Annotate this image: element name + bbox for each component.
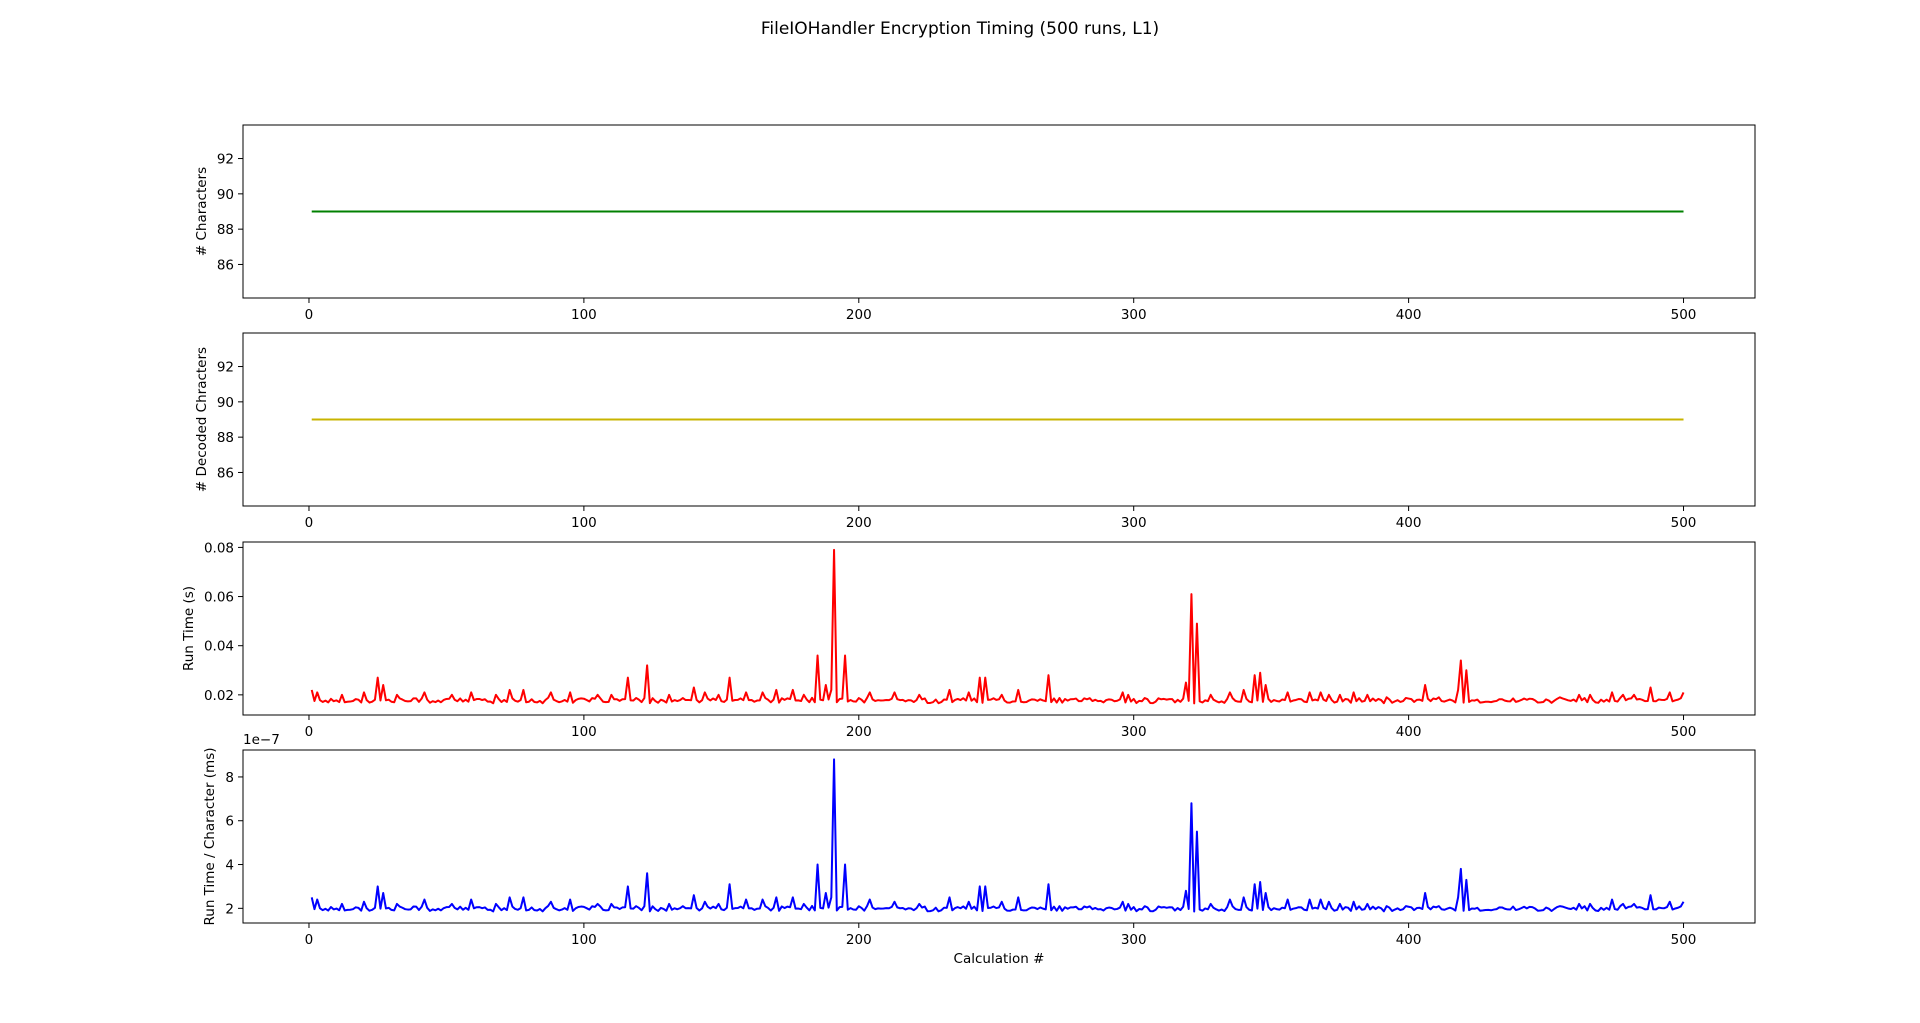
figure-title: FileIOHandler Encryption Timing (500 run… xyxy=(761,19,1159,39)
x-tick-label: 0 xyxy=(305,724,314,740)
y-tick-label: 0.06 xyxy=(204,590,234,606)
y-axis-label: Run Time / Character (ms) xyxy=(202,747,218,925)
plot-frame xyxy=(242,332,1756,507)
x-tick-label: 0 xyxy=(305,932,314,948)
x-tick-label: 200 xyxy=(846,724,872,740)
subplot-1: 0 100 200 300 400 500 86 88 90 92 # Characters xyxy=(194,124,1756,323)
x-tick-label: 100 xyxy=(571,515,597,531)
y-tick-label: 86 xyxy=(217,465,234,481)
x-axis-label: Calculation # xyxy=(954,951,1045,967)
y-axis-label: Run Time (s) xyxy=(181,586,197,671)
x-tick-label: 400 xyxy=(1396,307,1422,323)
y-axis-label: # Characters xyxy=(194,167,210,256)
y-tick-label: 92 xyxy=(217,360,234,376)
x-tick-label: 200 xyxy=(846,932,872,948)
plot-frame xyxy=(242,749,1756,924)
y-tick-label: 90 xyxy=(217,395,234,411)
subplot-4: 0 100 200 300 400 500 2 4 6 8 Run Time / Character… xyxy=(202,732,1756,967)
x-tick-label: 300 xyxy=(1121,515,1147,531)
y-tick-label: 0.08 xyxy=(204,540,234,556)
x-tick-label: 400 xyxy=(1396,515,1422,531)
y-tick-label: 6 xyxy=(225,814,234,830)
subplot-3: 0 100 200 300 400 500 0.02 0.04 0.06 0.08 Run Time… xyxy=(181,540,1756,740)
y-axis-label: # Decoded Chracters xyxy=(194,347,210,492)
subplot-2: 0 100 200 300 400 500 86 88 90 92 # Decoded Chract… xyxy=(194,332,1756,531)
x-tick-label: 500 xyxy=(1671,307,1697,323)
x-tick-label: 400 xyxy=(1396,724,1422,740)
y-tick-label: 0.04 xyxy=(204,639,234,655)
x-tick-label: 200 xyxy=(846,307,872,323)
x-tick-label: 500 xyxy=(1671,932,1697,948)
y-tick-label: 90 xyxy=(217,187,234,203)
x-tick-label: 0 xyxy=(305,515,314,531)
y-tick-label: 88 xyxy=(217,430,234,446)
y-tick-label: 4 xyxy=(225,858,234,874)
x-tick-label: 300 xyxy=(1121,307,1147,323)
series-line-4-1 xyxy=(310,758,1685,913)
x-tick-label: 500 xyxy=(1671,724,1697,740)
y-offset-label: 1e−7 xyxy=(243,732,280,748)
x-tick-label: 400 xyxy=(1396,932,1422,948)
plot-frame xyxy=(242,124,1756,299)
x-tick-label: 0 xyxy=(305,307,314,323)
x-tick-label: 100 xyxy=(571,307,597,323)
y-tick-label: 0.02 xyxy=(204,688,234,704)
y-tick-label: 2 xyxy=(225,901,234,917)
x-tick-label: 500 xyxy=(1671,515,1697,531)
y-tick-label: 88 xyxy=(217,222,234,238)
x-tick-label: 200 xyxy=(846,515,872,531)
y-tick-label: 92 xyxy=(217,152,234,168)
series-line-3-1 xyxy=(310,548,1685,705)
x-tick-label: 300 xyxy=(1121,724,1147,740)
x-tick-label: 100 xyxy=(571,724,597,740)
y-tick-label: 86 xyxy=(217,257,234,273)
plot-frame xyxy=(242,541,1756,716)
x-tick-label: 100 xyxy=(571,932,597,948)
y-tick-label: 8 xyxy=(225,770,234,786)
x-tick-label: 300 xyxy=(1121,932,1147,948)
